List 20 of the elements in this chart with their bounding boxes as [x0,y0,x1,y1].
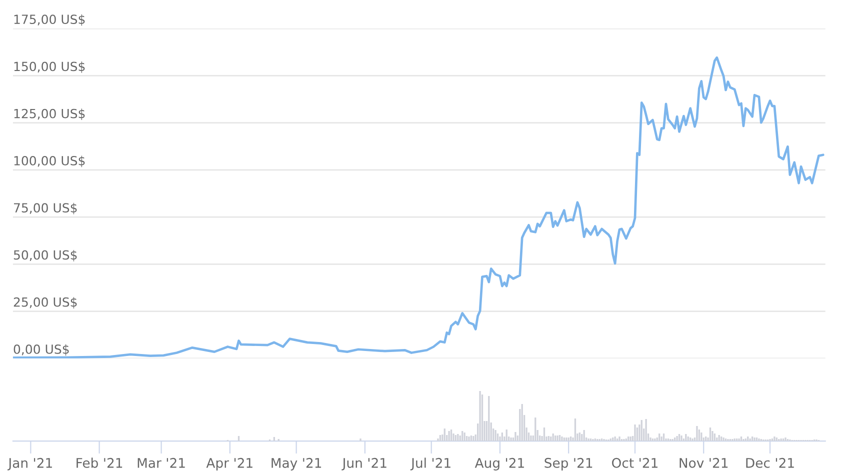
x-tick-label: Jun '21 [342,458,386,470]
y-tick-label: 50,00 US$ [14,250,77,262]
x-tick-label: Sep '21 [544,458,592,470]
x-tick-label: Dec '21 [746,458,794,468]
x-tick-label: Feb '21 [76,458,122,468]
x-tick-label: Jul '21 [410,458,450,470]
y-tick-label: 100,00 US$ [14,156,85,168]
x-tick-label: May '21 [272,458,322,470]
y-tick-label: 125,00 US$ [14,108,85,120]
y-tick-label: 25,00 US$ [14,297,77,308]
x-tick-label: Apr '21 [206,458,252,470]
y-tick-label: 150,00 US$ [14,62,85,73]
x-tick-label: Nov '21 [680,458,728,468]
x-tick-label: Jan '21 [8,458,52,470]
y-tick-label: 0,00 US$ [14,344,69,356]
x-tick-label: Aug '21 [474,458,524,470]
x-tick-label: Mar '21 [138,458,185,468]
y-tick-label: 75,00 US$ [14,202,77,214]
x-tick-label: Oct '21 [612,458,658,468]
y-tick-label: 175,00 US$ [14,14,85,26]
